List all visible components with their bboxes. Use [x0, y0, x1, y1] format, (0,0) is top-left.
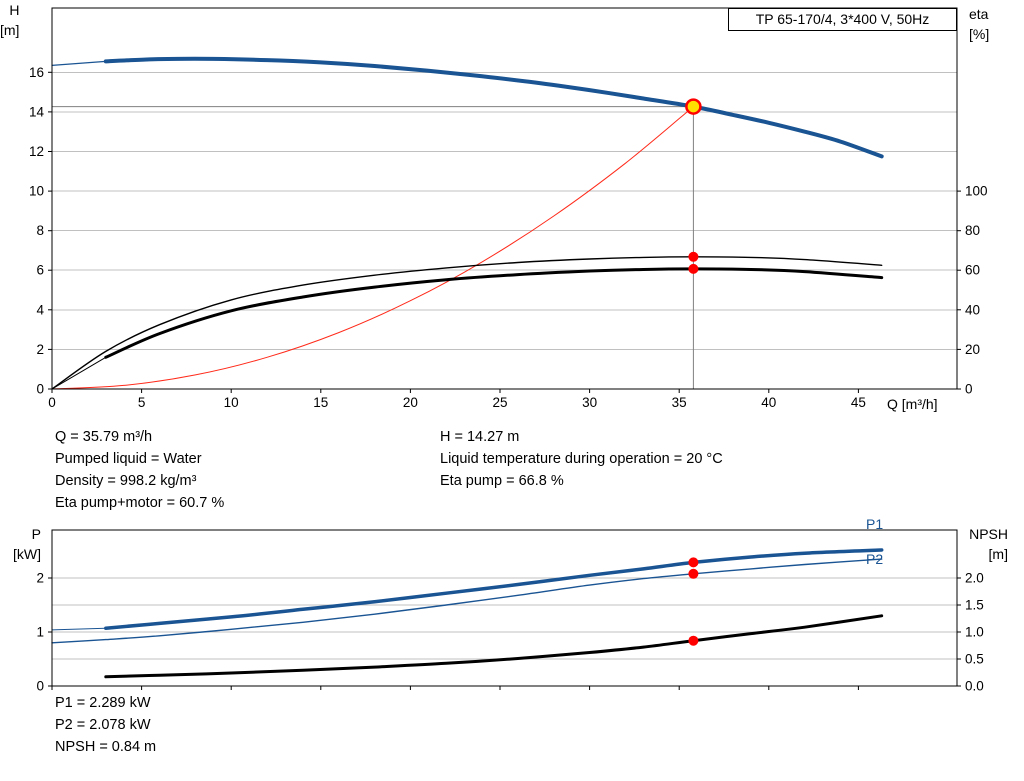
h-axis-unit: H [m] [0, 0, 19, 40]
head-curve-lead [51, 60, 107, 66]
power-info-p1: P1 = 2.289 kW [55, 695, 151, 711]
y-right-tick-label: 1.0 [965, 625, 984, 640]
x-tick-label: 30 [582, 395, 597, 410]
power-info: P1 = 2.289 kW P2 = 2.078 kW NPSH = 0.84 … [55, 692, 156, 758]
p-axis-unit: P [kW] [0, 524, 41, 564]
y-left-tick-label: 10 [29, 184, 44, 199]
y-left-tick-label: 1 [36, 625, 44, 640]
duty-info-right: H = 14.27 m Liquid temperature during op… [440, 426, 723, 492]
head-curve [103, 56, 884, 159]
npsh-axis-unit-line1: NPSH [969, 526, 1008, 542]
eta-pump-motor-duty-dot [688, 263, 699, 274]
pump-type-title: TP 65-170/4, 3*400 V, 50Hz [728, 8, 957, 31]
y-right-tick-label: 2.0 [965, 571, 984, 586]
y-left-tick-label: 2 [36, 342, 44, 357]
eta-pump-motor-curve [104, 267, 884, 359]
y-right-tick-label: 60 [965, 263, 980, 278]
plot-frame [51, 7, 958, 390]
h-axis-unit-line1: H [9, 2, 20, 18]
y-left-tick-label: 0 [36, 382, 44, 397]
duty-info-q: Q = 35.79 m³/h [55, 429, 153, 445]
x-tick-label: 0 [48, 395, 56, 410]
x-tick-label: 10 [224, 395, 239, 410]
x-tick-label: 45 [851, 395, 866, 410]
p2-duty-dot [688, 568, 699, 579]
p2-curve [51, 558, 883, 644]
x-tick-label: 20 [403, 395, 418, 410]
y-right-tick-label: 0.5 [965, 652, 984, 667]
operating-point [685, 98, 702, 115]
power-info-p2: P2 = 2.078 kW [55, 717, 151, 733]
p-axis-unit-line1: P [31, 526, 41, 542]
x-tick-label: 40 [761, 395, 776, 410]
y-right-tick-label: 0 [965, 382, 973, 397]
y-right-tick-label: 100 [965, 184, 988, 199]
duty-info-temperature: Liquid temperature during operation = 20… [440, 451, 723, 467]
p1-curve-lead [51, 627, 107, 631]
y-right-tick-label: 80 [965, 223, 980, 238]
npsh-curve [104, 614, 884, 679]
power-info-npsh: NPSH = 0.84 m [55, 739, 157, 755]
eta-pump-motor-lead [51, 356, 107, 390]
eta-axis-unit: eta [%] [969, 4, 989, 44]
plot-frame [51, 529, 958, 687]
eta-axis-unit-line2: [%] [969, 26, 990, 42]
y-right-tick-label: 0.0 [965, 679, 984, 694]
duty-info-density: Density = 998.2 kg/m³ [55, 473, 197, 489]
eta-pump-curve [51, 256, 883, 390]
y-left-tick-label: 2 [36, 571, 44, 586]
y-left-tick-label: 14 [29, 104, 45, 119]
duty-info-h: H = 14.27 m [440, 429, 520, 445]
p-axis-unit-line2: [kW] [13, 546, 41, 562]
p1-duty-dot [688, 557, 699, 568]
x-tick-label: 25 [492, 395, 507, 410]
y-left-tick-label: 0 [36, 679, 44, 694]
duty-info-liquid: Pumped liquid = Water [55, 451, 202, 467]
x-tick-label: 5 [138, 395, 146, 410]
y-right-tick-label: 1.5 [965, 598, 984, 613]
duty-info-eta-pump: Eta pump = 66.8 % [440, 473, 564, 489]
eta-axis-unit-line1: eta [969, 6, 989, 22]
duty-info-left: Q = 35.79 m³/h Pumped liquid = Water Den… [55, 426, 224, 514]
y-right-tick-label: 40 [965, 302, 980, 317]
y-left-tick-label: 12 [29, 144, 44, 159]
y-left-tick-label: 6 [36, 263, 44, 278]
x-tick-label: 35 [672, 395, 687, 410]
p1-curve-label: P1 [866, 516, 884, 532]
x-tick-label: 15 [313, 395, 328, 410]
npsh-axis-unit: NPSH [m] [950, 524, 1008, 564]
p2-curve-label: P2 [866, 551, 884, 567]
npsh-axis-unit-line2: [m] [988, 546, 1008, 562]
y-left-tick-label: 8 [36, 223, 44, 238]
p1-curve [104, 548, 884, 630]
system-curve [51, 106, 694, 390]
y-left-tick-label: 16 [29, 65, 44, 80]
npsh-duty-dot [688, 635, 699, 646]
h-axis-unit-line2: [m] [0, 22, 20, 38]
q-axis-unit: Q [m³/h] [887, 396, 938, 412]
duty-info-eta-pump-motor: Eta pump+motor = 60.7 % [55, 495, 225, 511]
eta-pump-duty-dot [688, 251, 699, 262]
y-left-tick-label: 4 [36, 302, 44, 317]
y-right-tick-label: 20 [965, 342, 980, 357]
